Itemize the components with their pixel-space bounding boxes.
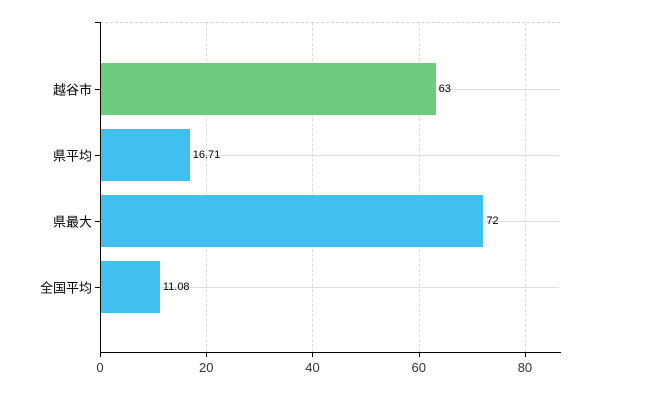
y-axis-line <box>100 22 101 353</box>
y-axis-tick <box>95 286 100 288</box>
x-axis-tick <box>100 353 101 357</box>
category-gridline <box>100 154 559 156</box>
bar-value-label: 16.71 <box>192 148 221 161</box>
bar <box>101 260 160 313</box>
category-label: 県平均 <box>52 148 92 164</box>
category-label: 越谷市 <box>52 82 92 98</box>
bar-value-label: 63 <box>438 82 451 95</box>
y-axis-tick <box>95 88 100 90</box>
category-gridline <box>100 286 559 288</box>
vertical-gridline <box>312 23 314 352</box>
x-axis-tick-label: 80 <box>517 360 533 375</box>
bar-value-label: 11.08 <box>162 280 190 293</box>
y-axis-tick <box>95 154 100 156</box>
x-axis-tick-label: 20 <box>199 360 214 375</box>
y-axis-top-tick <box>95 22 101 23</box>
category-label: 全国平均 <box>39 280 92 296</box>
bar <box>101 194 484 247</box>
x-axis-tick-label: 60 <box>411 360 426 375</box>
plot-top-border <box>100 22 560 23</box>
x-axis-tick <box>206 353 208 357</box>
x-axis-tick-label: 0 <box>96 360 104 375</box>
x-axis-line <box>100 352 561 353</box>
vertical-gridline <box>206 23 208 352</box>
vertical-gridline <box>418 23 420 352</box>
bar <box>101 62 436 115</box>
bar-value-label: 72 <box>486 214 499 227</box>
y-axis-tick <box>95 220 100 222</box>
x-axis-tick-label: 40 <box>305 360 320 375</box>
category-label: 県最大 <box>52 214 92 230</box>
x-axis-tick <box>524 353 526 357</box>
vertical-gridline <box>524 23 526 352</box>
x-axis-tick <box>312 353 314 357</box>
x-axis-tick <box>418 353 420 357</box>
bar <box>101 128 190 181</box>
